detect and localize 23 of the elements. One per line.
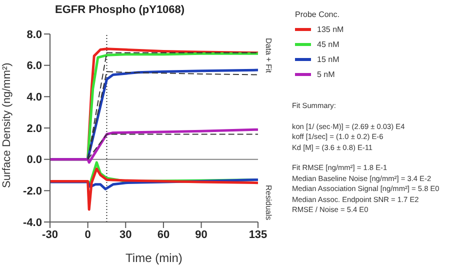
x-tick-label: 135 — [248, 228, 268, 241]
legend-label: 135 nM — [317, 25, 344, 34]
legend-label: 5 nM — [317, 70, 335, 79]
y-tick-label: -2.0 — [23, 186, 42, 198]
x-tick-label: -30 — [42, 228, 58, 241]
x-tick-label: 60 — [157, 228, 170, 241]
chart-title: EGFR Phospho (pY1068) — [55, 4, 185, 16]
x-axis-title: Time (min) — [126, 251, 182, 265]
text: Data + Fit — [264, 38, 273, 73]
y-tick-label: 0.0 — [26, 154, 42, 166]
legend-label: 45 nM — [317, 40, 340, 49]
y-tick-label: 2.0 — [26, 122, 42, 135]
legend-title: Probe Conc. — [295, 10, 340, 19]
y-axis-title: Surface Density (ng/mm²) — [0, 62, 13, 188]
y-tick-label: 8.0 — [26, 28, 42, 41]
y-tick-label: 4.0 — [26, 92, 42, 104]
y-tick-label: -4.0 — [23, 216, 42, 229]
text: Residuals — [264, 185, 273, 220]
x-tick-label: 30 — [120, 228, 132, 241]
y-tick-label: 6.0 — [26, 60, 42, 72]
x-tick-label: 90 — [195, 228, 208, 241]
x-tick-label: 0 — [84, 228, 91, 241]
legend-label: 15 nM — [317, 55, 340, 64]
